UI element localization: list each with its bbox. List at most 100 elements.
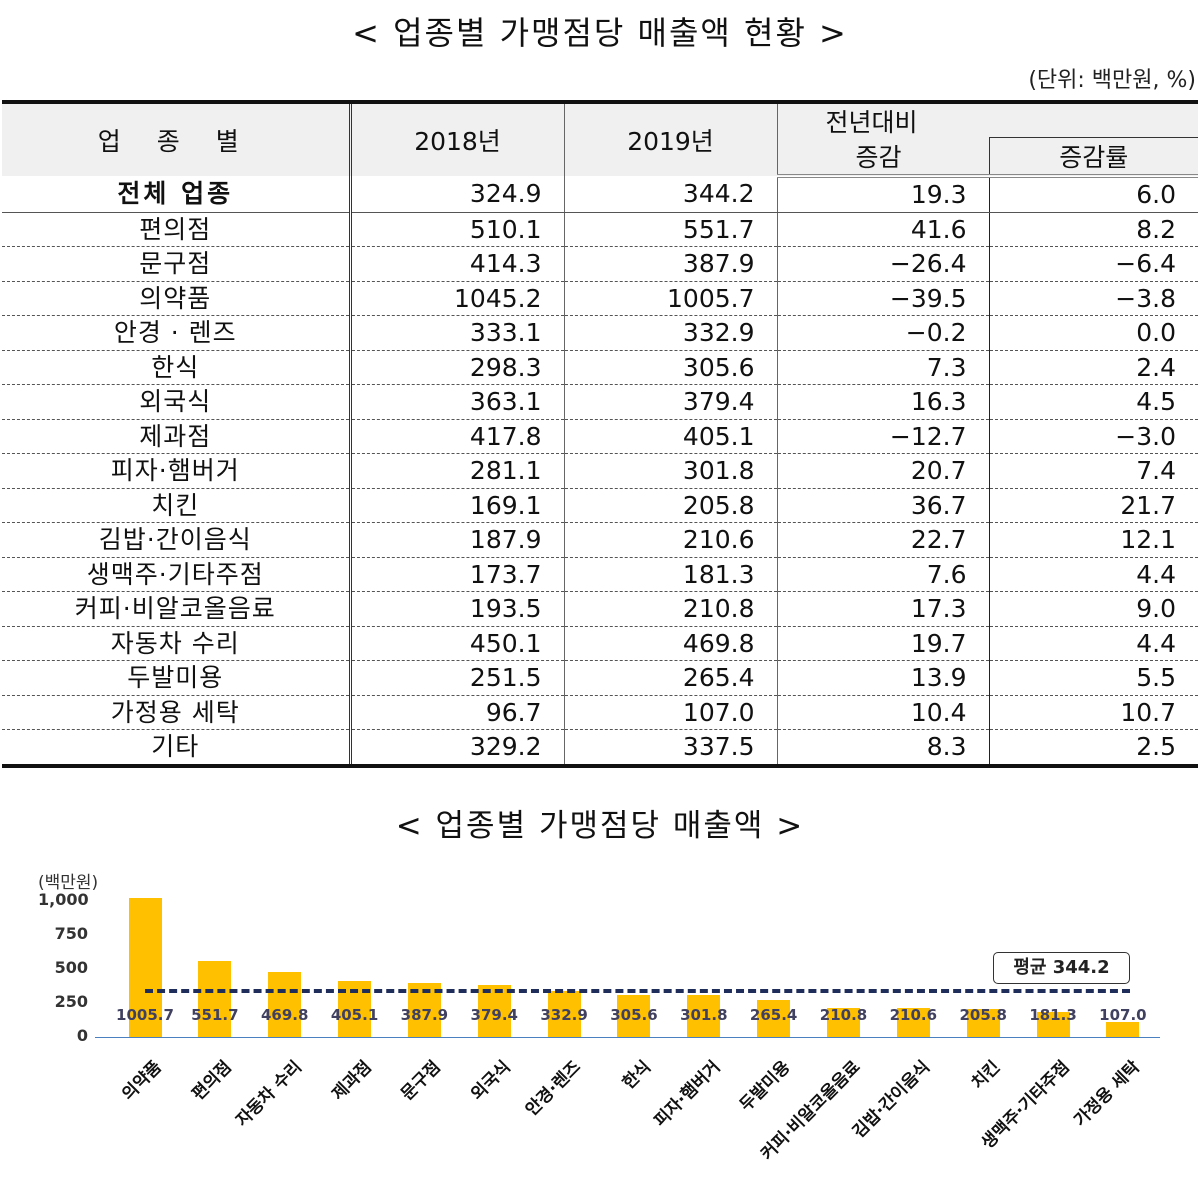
table-row: 자동차 수리 450.1 469.8 19.7 4.4: [2, 626, 1199, 661]
x-axis-label: 자동차 수리: [231, 1057, 306, 1131]
category-cell: 문구점: [2, 246, 352, 282]
value-2018: 417.8: [350, 419, 565, 454]
table-row: 외국식 363.1 379.4 16.3 4.5: [2, 384, 1199, 420]
change-value: −0.2: [777, 315, 990, 351]
y-axis-unit: (백만원): [38, 873, 99, 893]
bar: [966, 1008, 1000, 1037]
change-value: 22.7: [777, 522, 990, 558]
value-2018: 414.3: [350, 246, 565, 282]
change-rate: 0.0: [989, 315, 1199, 351]
x-axis-label: 제과점: [328, 1057, 376, 1105]
change-rate: 5.5: [989, 660, 1199, 696]
change-value: −12.7: [777, 419, 990, 454]
bar: [477, 984, 511, 1037]
value-2018: 324.9: [350, 176, 565, 213]
change-value: 7.3: [777, 350, 990, 385]
bar-value-label: 1005.7: [116, 1006, 174, 1024]
sales-table: 업 종 별 2018년 2019년 전년대비 증감 증감률 전체 업종 324.9…: [2, 100, 1199, 768]
category-cell: 안경 · 렌즈: [2, 315, 352, 351]
value-2019: 1005.7: [564, 281, 778, 316]
category-cell: 한식: [2, 350, 352, 385]
change-rate: 9.0: [989, 591, 1199, 627]
category-cell: 두발미용: [2, 660, 352, 696]
header-yoy-label: 전년대비: [825, 108, 918, 137]
header-category: 업 종 별: [2, 100, 352, 176]
header-2019: 2019년: [564, 100, 778, 176]
table-row: 편의점 510.1 551.7 41.6 8.2: [2, 212, 1199, 247]
bar-value-label: 405.1: [330, 1006, 379, 1024]
bar-value-label: 107.0: [1099, 1006, 1147, 1024]
change-rate: 8.2: [989, 212, 1199, 247]
value-2018: 298.3: [350, 350, 565, 385]
bar: [687, 995, 721, 1037]
x-axis-label: 한식: [618, 1057, 655, 1094]
category-cell: 치킨: [2, 488, 352, 523]
value-2019: 305.6: [564, 350, 778, 385]
header-change-rate: 증감률: [988, 137, 1199, 178]
value-2019: 387.9: [564, 246, 778, 282]
change-value: 10.4: [777, 695, 990, 730]
bar: [198, 960, 232, 1037]
table-row: 생맥주·기타주점 173.7 181.3 7.6 4.4: [2, 557, 1199, 592]
table-row: 두발미용 251.5 265.4 13.9 5.5: [2, 660, 1199, 696]
table-row: 안경 · 렌즈 333.1 332.9 −0.2 0.0: [2, 315, 1199, 351]
header-change: 증감: [776, 137, 989, 178]
change-rate: −3.0: [989, 419, 1199, 454]
change-rate: 4.4: [989, 557, 1199, 592]
value-2018: 510.1: [350, 212, 565, 247]
change-rate: 4.5: [989, 384, 1199, 420]
bar-value-label: 305.6: [610, 1006, 658, 1024]
table-row: 치킨 169.1 205.8 36.7 21.7: [2, 488, 1199, 523]
change-value: 13.9: [777, 660, 990, 696]
bar-value-label: 265.4: [749, 1006, 798, 1024]
change-rate: 4.4: [989, 626, 1199, 661]
change-value: −39.5: [777, 281, 990, 316]
bar-value-label: 379.4: [470, 1006, 518, 1024]
x-axis-label: 치킨: [967, 1057, 1005, 1094]
bar: [1106, 1022, 1140, 1037]
bar: [268, 972, 302, 1037]
x-axis-label: 편의점: [188, 1057, 236, 1105]
change-rate: −3.8: [989, 281, 1199, 316]
change-rate: −6.4: [989, 246, 1199, 282]
value-2019: 107.0: [564, 695, 778, 730]
value-2018: 333.1: [350, 315, 565, 351]
category-cell: 커피·비알코올음료: [2, 591, 352, 627]
table-row: 커피·비알코올음료 193.5 210.8 17.3 9.0: [2, 591, 1199, 627]
table-row: 제과점 417.8 405.1 −12.7 −3.0: [2, 419, 1199, 454]
value-2019: 301.8: [564, 453, 778, 489]
bar-value-label: 210.6: [889, 1006, 938, 1024]
change-value: 20.7: [777, 453, 990, 489]
change-rate: 21.7: [989, 488, 1199, 523]
bar-value-label: 551.7: [191, 1006, 239, 1024]
category-cell: 의약품: [2, 281, 352, 316]
table-row: 피자·햄버거 281.1 301.8 20.7 7.4: [2, 453, 1199, 489]
change-value: 19.3: [777, 176, 990, 213]
category-cell: 가정용 세탁: [2, 695, 352, 730]
header-2018: 2018년: [350, 100, 565, 176]
change-value: 36.7: [777, 488, 990, 523]
category-cell: 생맥주·기타주점: [2, 557, 352, 592]
value-2018: 281.1: [350, 453, 565, 489]
bar: [896, 1007, 930, 1037]
average-label: 평균 344.2: [993, 952, 1130, 984]
category-cell: 기타: [2, 729, 352, 768]
y-tick: 500: [54, 958, 88, 977]
change-rate: 2.5: [989, 729, 1199, 768]
x-axis-line: [95, 1037, 1160, 1038]
value-2018: 450.1: [350, 626, 565, 661]
change-rate: 10.7: [989, 695, 1199, 730]
value-2019: 469.8: [564, 626, 778, 661]
value-2019: 205.8: [564, 488, 778, 523]
value-2019: 405.1: [564, 419, 778, 454]
value-2018: 329.2: [350, 729, 565, 768]
bar: [617, 994, 651, 1037]
change-value: 19.7: [777, 626, 990, 661]
category-cell: 편의점: [2, 212, 352, 247]
chart-title: < 업종별 가맹점당 매출액 >: [395, 808, 805, 844]
table-row: 김밥·간이음식 187.9 210.6 22.7 12.1: [2, 522, 1199, 558]
table-row: 문구점 414.3 387.9 −26.4 −6.4: [2, 246, 1199, 282]
unit-note: (단위: 백만원, %): [1028, 68, 1196, 93]
x-axis-label: 가정용 세탁: [1070, 1057, 1144, 1131]
category-cell: 외국식: [2, 384, 352, 420]
